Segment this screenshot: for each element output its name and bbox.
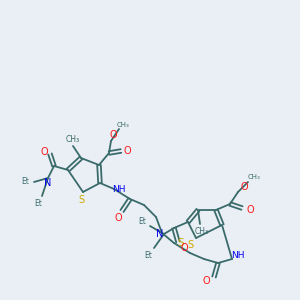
- Text: Et: Et: [34, 199, 42, 208]
- Text: N: N: [44, 178, 52, 188]
- Text: O: O: [246, 205, 254, 215]
- Text: CH₃: CH₃: [248, 174, 260, 180]
- Text: NH: NH: [112, 184, 126, 194]
- Text: S: S: [78, 195, 84, 205]
- Text: O: O: [180, 243, 188, 253]
- Text: S: S: [178, 238, 184, 248]
- Text: Et: Et: [138, 218, 146, 226]
- Text: N: N: [156, 229, 164, 239]
- Text: O: O: [202, 276, 210, 286]
- Text: O: O: [40, 147, 48, 157]
- Text: NH: NH: [231, 251, 245, 260]
- Text: O: O: [123, 146, 131, 156]
- Text: O: O: [109, 130, 117, 140]
- Text: CH₃: CH₃: [195, 227, 209, 236]
- Text: CH₃: CH₃: [66, 134, 80, 143]
- Text: Et: Et: [21, 178, 29, 187]
- Text: O: O: [240, 182, 248, 192]
- Text: O: O: [114, 213, 122, 223]
- Text: S: S: [187, 240, 193, 250]
- Text: CH₃: CH₃: [117, 122, 129, 128]
- Text: Et: Et: [144, 251, 152, 260]
